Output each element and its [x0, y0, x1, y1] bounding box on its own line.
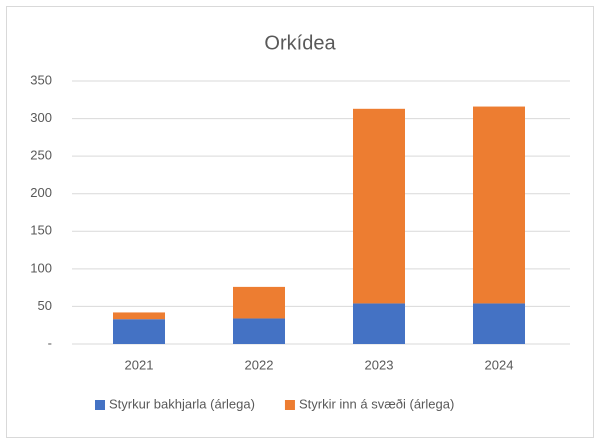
bar-segment — [473, 106, 525, 304]
bar-segment — [113, 312, 165, 320]
y-tick-label: 100 — [30, 260, 52, 275]
x-tick-label: 2022 — [245, 357, 274, 372]
legend-swatch — [95, 400, 105, 410]
bar-segment — [233, 286, 285, 319]
bar-segment — [353, 108, 405, 304]
y-tick-label: 300 — [30, 110, 52, 125]
y-tick-label: 50 — [38, 298, 52, 313]
y-tick-label: 150 — [30, 223, 52, 238]
y-tick-label: 350 — [30, 72, 52, 87]
bar-segment — [473, 303, 525, 344]
y-tick-label: 250 — [30, 148, 52, 163]
chart-title: Orkídea — [264, 32, 336, 54]
bar-segment — [353, 303, 405, 344]
x-tick-label: 2024 — [485, 357, 514, 372]
bar-segment — [233, 318, 285, 344]
y-tick-label: - — [48, 335, 52, 350]
x-tick-label: 2021 — [125, 357, 154, 372]
y-tick-label: 200 — [30, 185, 52, 200]
legend-label: Styrkir inn á svæði (árlega) — [299, 396, 454, 411]
x-tick-label: 2023 — [365, 357, 394, 372]
legend-swatch — [284, 400, 295, 410]
legend-label: Styrkur bakhjarla (árlega) — [109, 396, 255, 411]
bar-segment — [113, 319, 165, 344]
